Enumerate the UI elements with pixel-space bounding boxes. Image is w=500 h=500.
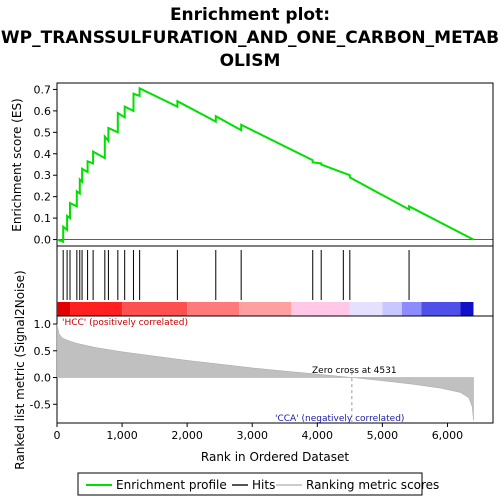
color-bar-segment-1: [70, 302, 123, 316]
hits-layer: [62, 250, 410, 300]
color-bar-segment-8: [401, 302, 422, 316]
color-bar-segment-9: [421, 302, 461, 316]
metric-ytick-label-0: 1.0: [34, 318, 52, 331]
xtick-label-2: 2,000: [171, 429, 203, 442]
title-line-3: OLISM: [220, 51, 281, 71]
color-bar-segment-4: [239, 302, 292, 316]
color-bar-segment-2: [122, 302, 188, 316]
es-ytick-label-5: 0.5: [34, 126, 52, 139]
color-bar: [57, 302, 474, 316]
metric-ytick-label-1: 0.5: [34, 345, 52, 358]
es-ytick-label-2: 0.2: [34, 191, 52, 204]
xlabel: Rank in Ordered Dataset: [201, 450, 349, 464]
es-panel-frame: [56, 82, 494, 247]
legend-hits-label: Hits: [252, 478, 275, 492]
ranking-metric-area: [56, 323, 474, 421]
color-bar-segment-6: [349, 302, 383, 316]
color-bar-segment-3: [187, 302, 240, 316]
metric-layer: [56, 323, 474, 423]
title-line-1: Enrichment plot:: [170, 5, 330, 25]
legend-metric-label: Ranking metric scores: [306, 478, 439, 492]
color-bar-segment-5: [291, 302, 350, 316]
chart-title: Enrichment plot: WP_TRANSSULFURATION_AND…: [1, 5, 499, 71]
zero-cross-label: Zero cross at 4531: [312, 366, 397, 376]
legend-box: [77, 472, 423, 496]
es-ytick-label-4: 0.4: [34, 148, 52, 161]
es-ytick-label-7: 0.7: [34, 83, 52, 96]
xtick-label-5: 5,000: [367, 429, 399, 442]
es-ylabel: Enrichment score (ES): [10, 98, 24, 231]
metric-ytick-label-3: -0.5: [30, 398, 51, 411]
title-line-2: WP_TRANSSULFURATION_AND_ONE_CARBON_METAB: [1, 28, 499, 48]
xtick-label-3: 3,000: [236, 429, 268, 442]
xtick-label-6: 6,000: [432, 429, 464, 442]
color-bar-segment-7: [382, 302, 402, 316]
metric-ytick-label-2: 0.0: [34, 372, 52, 385]
es-ytick-label-3: 0.3: [34, 169, 52, 182]
color-bar-segment-0: [57, 302, 71, 316]
es-layer: [56, 86, 493, 244]
neg-correlation-label: 'CCA' (negatively correlated): [275, 414, 404, 424]
metric-ylabel: Ranked list metric (Signal2Noise): [13, 270, 27, 469]
es-ytick-label-0: 0.0: [34, 234, 52, 247]
es-ytick-label-6: 0.6: [34, 105, 52, 118]
pos-correlation-label: 'HCC' (positively correlated): [62, 318, 188, 328]
xtick-label-0: 0: [54, 429, 61, 442]
legend: Enrichment profile Hits Ranking metric s…: [77, 472, 439, 496]
axes-layer: 0.0 0.1 0.2 0.3 0.4 0.5 0.6 0.7 1.0 0.5 0.0 -0.5 0 1,…: [30, 83, 464, 442]
enrichment-profile-line: [56, 86, 474, 244]
legend-enrichment-label: Enrichment profile: [116, 478, 227, 492]
xtick-label-4: 4,000: [302, 429, 334, 442]
color-bar-segment-10: [460, 302, 474, 316]
es-ytick-label-1: 0.1: [34, 212, 52, 225]
xtick-label-1: 1,000: [106, 429, 138, 442]
